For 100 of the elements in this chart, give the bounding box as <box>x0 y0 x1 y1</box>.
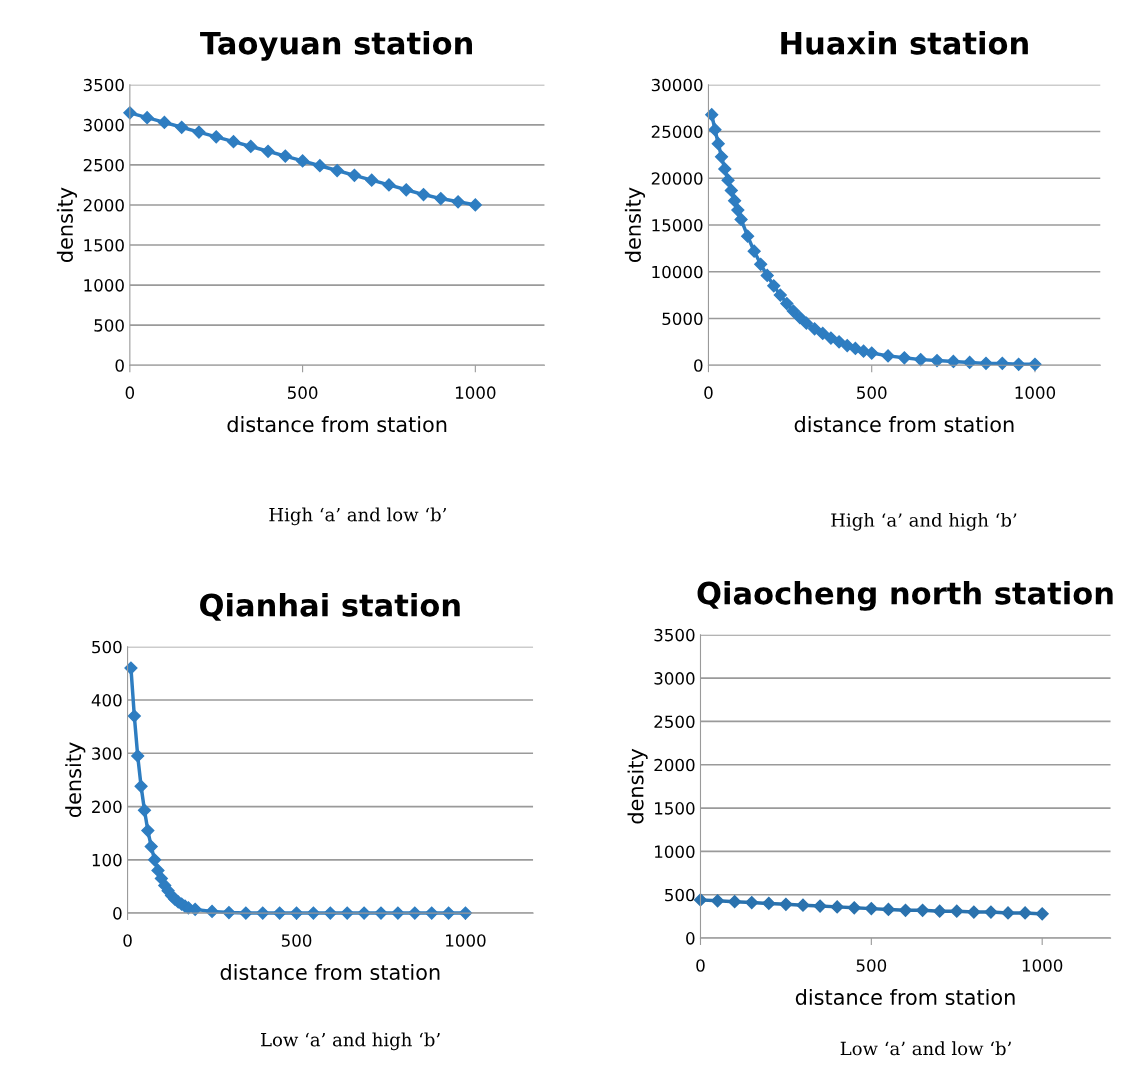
point <box>747 244 761 258</box>
point <box>148 853 162 867</box>
point <box>226 135 241 149</box>
y-tick-label: 10000 <box>652 265 703 279</box>
point <box>933 904 947 918</box>
point <box>754 257 768 271</box>
point <box>914 353 928 367</box>
y-tick-label: 2500 <box>654 715 695 729</box>
y-axis-title: density <box>56 187 78 263</box>
point <box>731 203 745 217</box>
point <box>278 149 292 163</box>
y-tick-label: 500 <box>94 319 124 332</box>
point <box>724 183 738 198</box>
y-axis-title: density <box>65 742 86 817</box>
point <box>1028 357 1042 371</box>
y-tick-label: 3000 <box>83 118 124 132</box>
point <box>864 902 878 916</box>
y-tick-label: 0 <box>113 907 122 920</box>
point <box>151 863 165 878</box>
chart-title: Qiaocheng north station <box>697 581 1113 611</box>
point <box>728 895 742 909</box>
y-tick-label: 200 <box>92 800 122 814</box>
point <box>881 349 895 363</box>
point <box>897 351 911 365</box>
x-tick-label: 1000 <box>455 386 496 399</box>
point <box>767 279 781 293</box>
point <box>134 779 148 793</box>
point <box>141 823 155 838</box>
point <box>847 901 861 915</box>
y-tick-label: 2000 <box>83 198 124 212</box>
text: Low ‘a’ and low ‘b’ <box>840 1041 1011 1056</box>
y-tick-label: 20000 <box>651 172 703 185</box>
x-axis-title: distance from station <box>227 416 447 433</box>
point <box>898 903 913 917</box>
y-tick-label: 1000 <box>655 845 695 858</box>
point <box>711 137 725 151</box>
y-tick-label: 5000 <box>662 312 703 326</box>
point <box>434 191 448 206</box>
point <box>760 268 774 283</box>
point <box>734 212 748 226</box>
point <box>1001 906 1015 920</box>
point <box>157 115 171 130</box>
point <box>786 304 800 318</box>
x-tick-label: 500 <box>281 934 312 947</box>
y-tick-label: 1000 <box>84 279 124 292</box>
y-axis-title: density <box>627 748 648 824</box>
point <box>780 296 794 311</box>
y-tick-label: 500 <box>665 888 695 902</box>
x-tick-label: 0 <box>125 386 135 399</box>
y-tick-label: 30000 <box>651 78 703 92</box>
point <box>796 898 810 912</box>
y-tick-label: 500 <box>92 640 122 654</box>
point <box>140 111 154 125</box>
point <box>382 178 396 192</box>
point <box>192 125 206 139</box>
x-tick-label: 0 <box>123 934 132 947</box>
point <box>950 904 964 918</box>
y-tick-label: 400 <box>91 693 122 707</box>
chart-title: Huaxin station <box>781 31 1028 55</box>
point <box>865 346 879 360</box>
point <box>261 144 275 158</box>
point <box>762 896 776 911</box>
point <box>244 139 258 154</box>
point <box>779 897 793 911</box>
y-tick-label: 0 <box>694 359 703 372</box>
point <box>175 120 189 134</box>
point <box>131 749 145 763</box>
point <box>745 895 759 910</box>
text: Low ‘a’ and high ‘b’ <box>261 1032 440 1051</box>
point <box>144 839 158 854</box>
x-axis-title: distance from station <box>220 963 440 981</box>
point <box>708 123 722 137</box>
point <box>946 354 960 369</box>
y-tick-label: 2000 <box>654 758 695 772</box>
point <box>979 356 993 370</box>
point <box>1018 906 1032 920</box>
y-tick-label: 1500 <box>655 802 695 815</box>
y-tick-label: 15000 <box>652 218 703 232</box>
x-tick-label: 1000 <box>446 934 486 947</box>
point <box>416 187 431 202</box>
y-tick-label: 25000 <box>651 125 703 139</box>
point <box>1035 907 1049 921</box>
point <box>714 150 729 164</box>
point <box>916 903 930 917</box>
y-tick-label: 100 <box>92 853 122 867</box>
point <box>468 198 482 212</box>
y-tick-label: 1500 <box>84 239 124 252</box>
point <box>330 163 344 178</box>
point <box>963 355 977 370</box>
point <box>710 894 725 908</box>
point <box>451 195 465 209</box>
point <box>807 322 822 336</box>
y-tick-label: 3500 <box>654 628 695 642</box>
x-axis-title: distance from station <box>795 988 1015 1006</box>
point <box>930 353 944 368</box>
point <box>347 168 362 182</box>
x-tick-label: 500 <box>857 386 887 399</box>
point <box>721 173 735 187</box>
point <box>824 331 838 345</box>
point <box>209 130 223 144</box>
